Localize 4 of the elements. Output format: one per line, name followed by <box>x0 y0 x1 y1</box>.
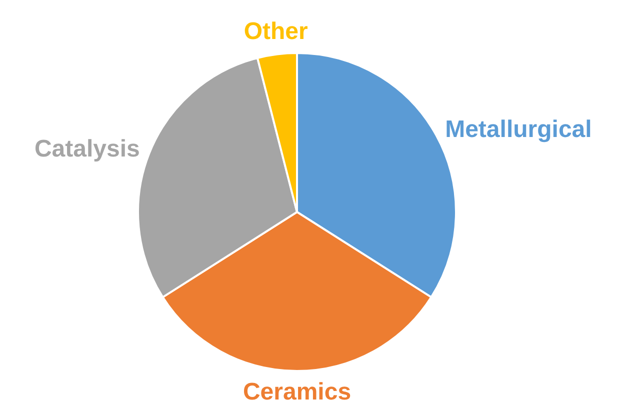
slice-label: Catalysis <box>34 135 140 162</box>
slice-label: Other <box>244 18 308 45</box>
slice-label: Metallurgical <box>445 116 592 144</box>
slice-label: Ceramics <box>242 378 352 406</box>
